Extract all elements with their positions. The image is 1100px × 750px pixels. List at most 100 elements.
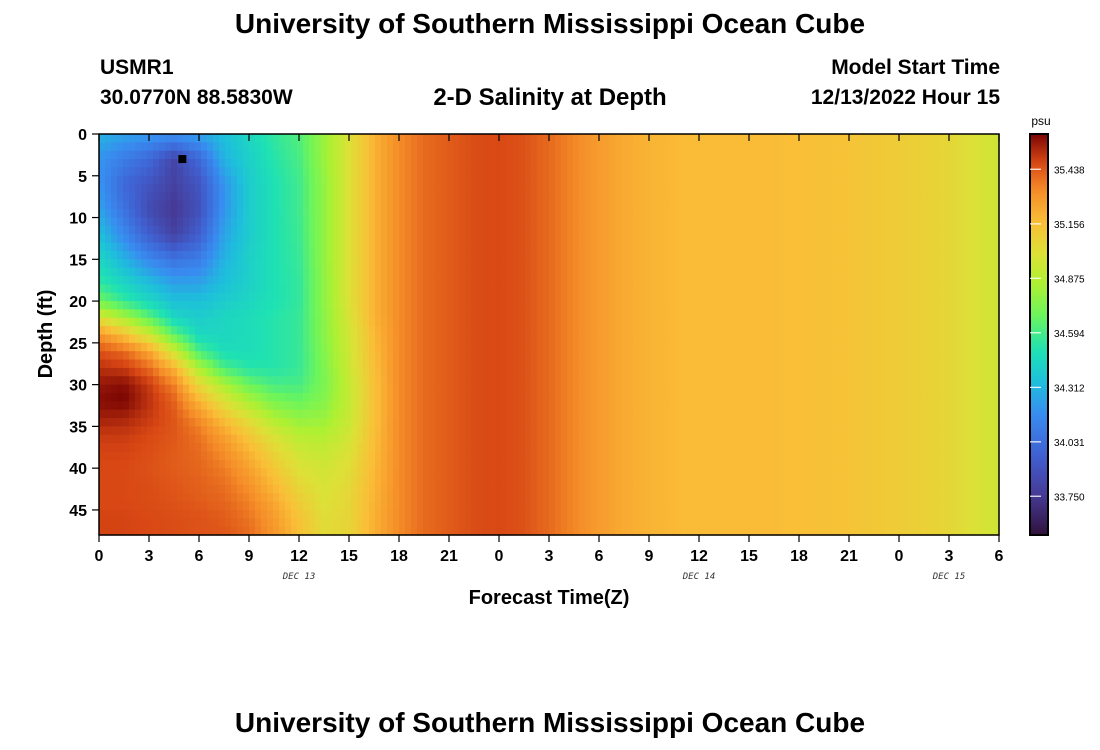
heatmap-cell <box>735 142 742 152</box>
heatmap-cell <box>453 292 460 302</box>
heatmap-cell <box>423 167 430 177</box>
heatmap-cell <box>987 167 994 177</box>
heatmap-cell <box>675 150 682 160</box>
heatmap-cell <box>639 401 646 411</box>
heatmap-cell <box>381 317 388 327</box>
heatmap-cell <box>303 409 310 419</box>
heatmap-cell <box>945 342 952 352</box>
heatmap-cell <box>765 326 772 336</box>
heatmap-cell <box>369 167 376 177</box>
heatmap-cell <box>501 217 508 227</box>
heatmap-cell <box>411 150 418 160</box>
heatmap-cell <box>729 401 736 411</box>
heatmap-cell <box>765 259 772 269</box>
heatmap-cell <box>549 134 556 143</box>
heatmap-cell <box>525 401 532 411</box>
heatmap-cell <box>207 292 214 302</box>
heatmap-cell <box>243 242 250 252</box>
heatmap-cell <box>921 326 928 336</box>
heatmap-cell <box>213 351 220 361</box>
heatmap-cell <box>609 292 616 302</box>
heatmap-cell <box>129 359 136 369</box>
heatmap-cell <box>471 359 478 369</box>
heatmap-cell <box>597 242 604 252</box>
heatmap-cell <box>729 159 736 169</box>
heatmap-cell <box>939 351 946 361</box>
heatmap-cell <box>657 217 664 227</box>
heatmap-cell <box>831 225 838 235</box>
heatmap-cell <box>951 234 958 244</box>
heatmap-cell <box>381 192 388 202</box>
heatmap-cell <box>171 200 178 210</box>
heatmap-cell <box>429 342 436 352</box>
heatmap-cell <box>195 250 202 260</box>
heatmap-cell <box>735 175 742 185</box>
heatmap-cell <box>459 342 466 352</box>
heatmap-cell <box>765 284 772 294</box>
heatmap-cell <box>747 351 754 361</box>
heatmap-cell <box>267 276 274 285</box>
heatmap-cell <box>771 334 778 344</box>
heatmap-cell <box>465 334 472 344</box>
heatmap-cell <box>387 242 394 252</box>
heatmap-cell <box>279 192 286 202</box>
heatmap-cell <box>165 159 172 169</box>
heatmap-cell <box>153 209 160 219</box>
heatmap-cell <box>675 250 682 260</box>
heatmap-cell <box>879 276 886 285</box>
heatmap-cell <box>261 367 268 377</box>
heatmap-cell <box>171 409 178 419</box>
heatmap-cell <box>345 409 352 419</box>
heatmap-cell <box>375 326 382 336</box>
heatmap-cell <box>939 167 946 177</box>
heatmap-cell <box>819 242 826 252</box>
heatmap-cell <box>405 217 412 227</box>
heatmap-cell <box>651 334 658 344</box>
heatmap-cell <box>633 150 640 160</box>
heatmap-cell <box>483 225 490 235</box>
heatmap-cell <box>303 209 310 219</box>
heatmap-cell <box>447 392 454 402</box>
heatmap-cell <box>471 317 478 327</box>
heatmap-cell <box>495 250 502 260</box>
heatmap-cell <box>171 342 178 352</box>
heatmap-cell <box>873 284 880 294</box>
heatmap-cell <box>753 159 760 169</box>
heatmap-cell <box>735 250 742 260</box>
heatmap-cell <box>765 142 772 152</box>
heatmap-cell <box>771 284 778 294</box>
heatmap-cell <box>171 150 178 160</box>
heatmap-cell <box>483 317 490 327</box>
heatmap-cell <box>339 334 346 344</box>
heatmap-cell <box>195 134 202 143</box>
heatmap-cell <box>531 142 538 152</box>
heatmap-cell <box>261 192 268 202</box>
heatmap-cell <box>423 225 430 235</box>
heatmap-cell <box>261 234 268 244</box>
heatmap-cell <box>765 376 772 386</box>
heatmap-cell <box>393 292 400 302</box>
heatmap-cell <box>165 200 172 210</box>
heatmap-cell <box>957 392 964 402</box>
heatmap-cell <box>663 217 670 227</box>
heatmap-cell <box>837 217 844 227</box>
heatmap-cell <box>369 200 376 210</box>
heatmap-cell <box>879 209 886 219</box>
heatmap-cell <box>657 192 664 202</box>
heatmap-cell <box>411 242 418 252</box>
heatmap-cell <box>879 359 886 369</box>
heatmap-cell <box>333 367 340 377</box>
heatmap-cell <box>453 334 460 344</box>
heatmap-cell <box>489 159 496 169</box>
heatmap-cell <box>525 317 532 327</box>
heatmap-cell <box>171 359 178 369</box>
heatmap-cell <box>219 267 226 277</box>
heatmap-cell <box>273 276 280 285</box>
heatmap-cell <box>435 242 442 252</box>
heatmap-cell <box>669 234 676 244</box>
heatmap-cell <box>453 317 460 327</box>
heatmap-cell <box>675 234 682 244</box>
heatmap-cell <box>297 184 304 194</box>
heatmap-cell <box>927 225 934 235</box>
heatmap-cell <box>291 401 298 411</box>
